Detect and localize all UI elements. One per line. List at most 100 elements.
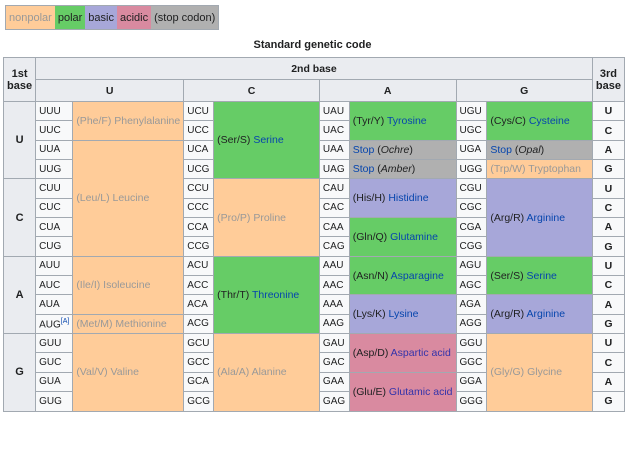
codon-cell: UCU — [183, 100, 215, 122]
footnote-link[interactable]: [A] — [60, 317, 70, 325]
codon-cell: UUG — [35, 159, 74, 180]
codon-cell: GCA — [183, 371, 215, 393]
codon-cell: CAC — [318, 197, 350, 219]
codon-cell: CUC — [35, 197, 74, 219]
amino-acid-name-link[interactable]: Asparagine — [390, 269, 444, 282]
codon-cell: CCC — [183, 197, 215, 219]
codon-cell: AAA — [318, 294, 350, 315]
third-base-cell: G — [591, 159, 625, 180]
codon-cell: UGG — [455, 159, 488, 180]
second-base-column-header: U — [35, 79, 185, 102]
codon-cell: UAC — [318, 120, 350, 141]
amino-acid-name-link[interactable]: Lysine — [388, 308, 419, 321]
codon-cell: GAA — [318, 371, 350, 393]
amino-acid-cell: (Asn/N) Asparagine — [348, 255, 457, 296]
second-base-column-header: A — [318, 79, 457, 102]
stop-link[interactable]: Stop — [352, 163, 375, 176]
codon-cell: UCG — [183, 159, 215, 180]
codon-cell: CUU — [35, 178, 74, 199]
amino-acid-abbr: (His/H) — [352, 192, 389, 205]
amino-acid-name-link[interactable]: Tryptophan — [528, 163, 581, 176]
amino-acid-name-link[interactable]: Threonine — [251, 288, 300, 301]
codon-cell: AUG[A] — [35, 313, 74, 335]
amino-acid-cell: (Gly/G) Glycine — [486, 333, 593, 412]
amino-acid-name-link[interactable]: Glutamine — [390, 230, 438, 243]
codon-cell: UGA — [455, 139, 488, 161]
amino-acid-name-link[interactable]: Serine — [253, 134, 284, 147]
amino-acid-cell: (His/H) Histidine — [348, 178, 457, 219]
codon-cell: UGC — [455, 120, 488, 141]
third-base-cell: G — [591, 313, 625, 335]
amino-acid-abbr: (Ser/S) — [490, 269, 527, 282]
amino-acid-abbr: (Asn/N) — [352, 269, 391, 282]
codon-row: CUC CCC CAC CGC C — [4, 197, 625, 219]
amino-acid-name-link[interactable]: Phenylalanine — [114, 114, 181, 127]
codon-cell: AUU — [35, 255, 74, 277]
codon-cell: UGU — [455, 100, 488, 122]
header-row-top: 1st base 2nd base 3rd base — [2, 57, 625, 102]
amino-acid-name-link[interactable]: Alanine — [251, 366, 287, 379]
codon-cell: UCC — [183, 120, 215, 141]
amino-acid-abbr: (Gly/G) — [490, 366, 528, 379]
third-base-cell: U — [591, 333, 625, 354]
codon-cell: CGC — [455, 197, 488, 219]
codon-cell: AAG — [318, 313, 350, 335]
third-base-cell: A — [591, 294, 625, 315]
amino-acid-cell: (Cys/C) Cysteine — [486, 101, 593, 141]
third-base-cell: C — [591, 197, 625, 219]
amino-acid-abbr: (Glu/E) — [352, 385, 389, 398]
amino-acid-abbr: (Gln/Q) — [352, 230, 391, 243]
first-base-header: 1st base — [2, 57, 37, 102]
codon-row: G GUU (Val/V) Valine GCU (Ala/A) Alanine GAU(… — [2, 333, 625, 412]
codon-cell: AGC — [455, 275, 488, 296]
second-base-column-header: G — [455, 79, 593, 102]
codon-cell: GCG — [183, 391, 215, 412]
amino-acid-name-link[interactable]: Proline — [253, 211, 287, 224]
codon-row: A AUU (Ile/I) Isoleucine ACU (Thr/T) Threoni… — [2, 255, 625, 335]
second-base-header: 2nd base — [35, 57, 593, 80]
codon-cell: AAU — [318, 255, 350, 277]
amino-acid-cell: (Gln/Q) Glutamine — [348, 217, 457, 257]
codon-row: UUA (Leu/L) Leucine UCA UAA Stop (Ochre) UGA S… — [4, 139, 625, 257]
amino-acid-name-link[interactable]: Arginine — [526, 211, 566, 224]
amino-acid-name-link[interactable]: Cysteine — [528, 114, 570, 127]
amino-acid-cell: (Tyr/Y) Tyrosine — [348, 101, 457, 141]
legend-item: basic — [85, 6, 117, 29]
amino-acid-name-link[interactable]: Aspartic acid — [390, 346, 451, 359]
amino-acid-abbr: (Val/V) — [76, 366, 111, 379]
amino-acid-cell: (Lys/K) Lysine — [348, 294, 457, 335]
amino-acid-name-link[interactable]: Histidine — [388, 192, 429, 205]
legend-item: nonpolar — [6, 6, 55, 29]
amino-acid-name-link[interactable]: Arginine — [526, 308, 566, 321]
amino-acid-name-link[interactable]: Isoleucine — [103, 279, 151, 292]
amino-acid-cell: (Arg/R) Arginine — [486, 178, 593, 257]
stop-link[interactable]: Stop — [352, 143, 375, 156]
amino-acid-name-link[interactable]: Leucine — [112, 192, 150, 205]
amino-acid-cell: Stop (Ochre) — [348, 139, 457, 161]
stop-link[interactable]: Stop — [490, 143, 512, 156]
first-base-cell: G — [2, 333, 37, 412]
codon-cell: CUA — [35, 217, 74, 238]
third-base-header: 3rd base — [591, 57, 625, 102]
amino-acid-cell: (Ser/S) Serine — [486, 255, 593, 296]
codon-cell: UAU — [318, 100, 350, 122]
amino-acid-name-link[interactable]: Serine — [526, 269, 557, 282]
amino-acid-name-link[interactable]: Valine — [110, 366, 139, 379]
codon-cell: AGG — [455, 313, 488, 335]
amino-acid-name-link[interactable]: Glycine — [527, 366, 563, 379]
codon-cell: GAC — [318, 352, 350, 373]
amino-acid-cell: (Asp/D) Aspartic acid — [348, 333, 457, 373]
amino-acid-abbr: (Asp/D) — [352, 346, 391, 359]
codon-cell: UUC — [35, 120, 74, 141]
amino-acid-cell: (Leu/L) Leucine — [72, 139, 185, 257]
codon-row: GUG GCG GAG GGG G — [4, 391, 625, 412]
amino-acid-name-link[interactable]: Methionine — [115, 317, 167, 330]
amino-acid-name-link[interactable]: Glutamic acid — [388, 385, 453, 398]
codon-row: GUA GCA GAA (Glu/E) Glutamic acid GGA A — [4, 371, 625, 412]
codon-cell: GUC — [35, 352, 74, 373]
codon-cell: CCA — [183, 217, 215, 238]
amino-acid-name-link[interactable]: Tyrosine — [386, 114, 427, 127]
codon-cell: CAG — [318, 236, 350, 257]
amino-acid-abbr: (Ala/A) — [217, 366, 252, 379]
